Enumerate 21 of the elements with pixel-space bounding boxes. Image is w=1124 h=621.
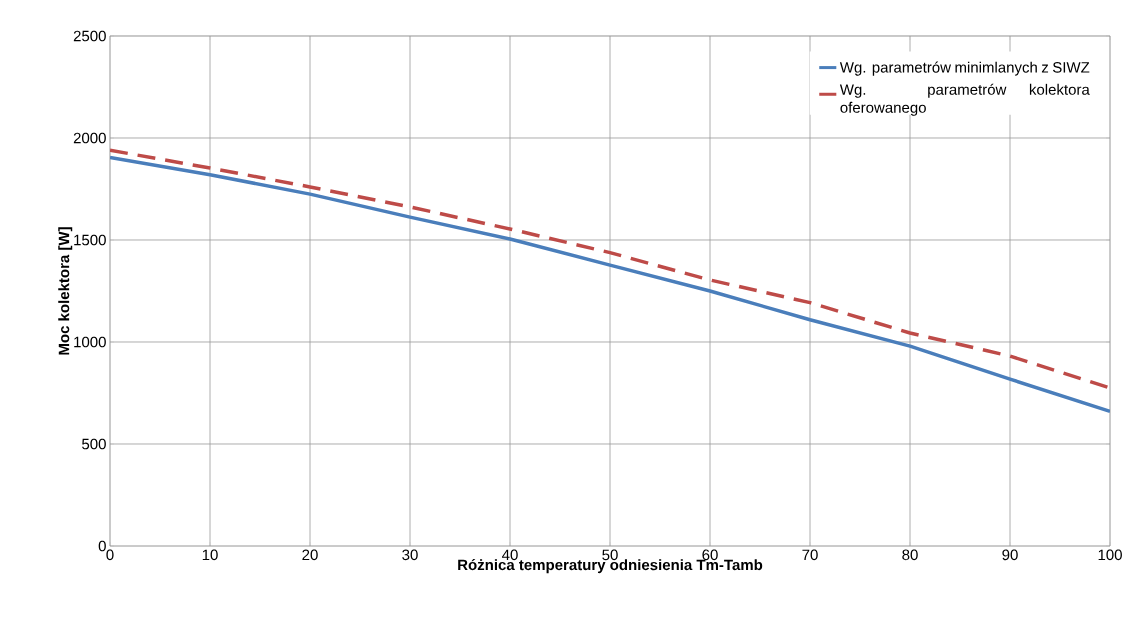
y-axis-title: Moc kolektora [W] [58, 227, 73, 355]
legend-label: Wg. parametrów minimlanych z SIWZ [839, 61, 1090, 76]
x-tick-label: 70 [802, 549, 818, 561]
y-tick-label: 2500 [73, 30, 106, 42]
x-tick-label: 40 [502, 549, 518, 561]
y-tick-label: 1500 [74, 234, 106, 246]
x-tick-label: 90 [1002, 549, 1018, 561]
x-tick-label: 60 [702, 549, 718, 561]
text: Wg. parametrów kolektora oferowanego [839, 83, 1090, 116]
y-tick-label: 0 [98, 540, 106, 552]
x-tick-label: 0 [106, 549, 114, 561]
x-axis-title: Różnica temperatury odniesienia Tm-Tamb [458, 559, 763, 574]
x-tick-label: 20 [302, 549, 318, 561]
x-tick-label: 80 [902, 549, 918, 561]
x-tick-label: 100 [1098, 549, 1122, 561]
x-tick-label: 30 [402, 549, 418, 561]
y-tick-label: 1000 [74, 336, 106, 348]
y-tick-label: 2000 [73, 132, 106, 144]
y-tick-label: 500 [82, 438, 106, 450]
x-tick-label: 50 [602, 549, 618, 561]
x-tick-label: 10 [202, 549, 218, 561]
